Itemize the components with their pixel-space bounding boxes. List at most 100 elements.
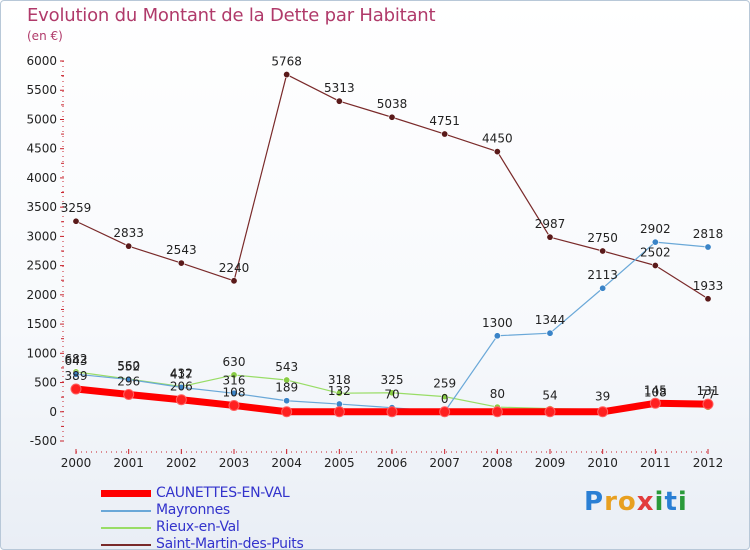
data-label: 2833 <box>113 226 144 240</box>
data-label: 630 <box>223 355 246 369</box>
data-point <box>283 376 291 384</box>
data-label: 108 <box>223 385 246 399</box>
data-point <box>70 383 82 395</box>
data-point <box>175 394 187 406</box>
data-label: 132 <box>328 384 351 398</box>
legend-label: CAUNETTES-EN-VAL <box>156 485 290 501</box>
data-label: 189 <box>275 381 298 395</box>
x-tick-label: 2004 <box>271 456 302 470</box>
data-point <box>388 389 396 397</box>
logo-letter: o <box>617 487 637 517</box>
data-label: 131 <box>697 384 720 398</box>
data-label: 2818 <box>693 227 724 241</box>
data-label: 5313 <box>324 81 355 95</box>
proxiti-logo: Proxiti <box>584 487 688 517</box>
data-label: 2902 <box>640 222 671 236</box>
data-point <box>546 233 554 241</box>
data-label: 318 <box>328 373 351 387</box>
data-label: 432 <box>170 367 193 381</box>
data-label: 2543 <box>166 243 197 257</box>
data-label: 1344 <box>535 313 566 327</box>
data-point <box>283 71 291 79</box>
data-label: 417 <box>170 367 193 381</box>
y-tick-label: 5500 <box>26 83 57 97</box>
logo-letter: P <box>584 487 605 517</box>
data-label: 1300 <box>482 316 513 330</box>
data-point <box>333 406 345 418</box>
data-label: 259 <box>433 377 456 391</box>
x-tick-label: 2005 <box>324 456 355 470</box>
data-label: 4751 <box>429 114 460 128</box>
data-point <box>335 389 343 397</box>
data-point <box>704 295 712 303</box>
data-label: 682 <box>65 352 88 366</box>
legend-swatch <box>101 544 151 546</box>
data-label: 108 <box>644 385 667 399</box>
x-tick-label: 2006 <box>377 456 408 470</box>
y-tick-label: 6000 <box>26 54 57 68</box>
data-label: 80 <box>490 387 505 401</box>
x-tick-label: 2009 <box>535 456 566 470</box>
data-label: 543 <box>275 360 298 374</box>
data-point <box>546 329 554 337</box>
y-tick-label: 500 <box>34 376 57 390</box>
legend-label: Rieux-en-Val <box>156 519 240 535</box>
x-tick-label: 2002 <box>166 456 197 470</box>
x-tick-label: 2001 <box>113 456 144 470</box>
data-point <box>125 242 133 250</box>
data-point <box>493 332 501 340</box>
data-label: 145 <box>644 383 667 397</box>
data-label: 2113 <box>587 268 618 282</box>
legend-swatch <box>101 527 151 529</box>
legend-swatch <box>101 490 151 497</box>
data-point <box>651 261 659 269</box>
chart-title: Evolution du Montant de la Dette par Hab… <box>27 5 436 26</box>
y-tick-label: 4500 <box>26 142 57 156</box>
data-point <box>439 406 451 418</box>
x-tick-label: 2007 <box>429 456 460 470</box>
data-point <box>177 383 185 391</box>
x-tick-label: 2011 <box>640 456 671 470</box>
data-label: 560 <box>117 359 140 373</box>
logo-letter: i <box>677 487 688 517</box>
y-tick-label: 2000 <box>26 288 57 302</box>
data-point <box>230 277 238 285</box>
data-label: 2987 <box>535 217 566 231</box>
data-label: 389 <box>65 369 88 383</box>
data-label: 70 <box>384 388 399 402</box>
data-point <box>651 238 659 246</box>
data-label: 325 <box>381 373 404 387</box>
data-point <box>597 406 609 418</box>
data-point <box>649 397 661 409</box>
data-point <box>123 388 135 400</box>
data-point <box>388 113 396 121</box>
y-tick-label: 3000 <box>26 229 57 243</box>
y-tick-label: 0 <box>49 405 57 419</box>
data-point <box>283 397 291 405</box>
chart-subtitle: (en €) <box>27 29 63 43</box>
data-point <box>544 406 556 418</box>
y-tick-label: 2500 <box>26 259 57 273</box>
data-label: 2240 <box>219 261 250 275</box>
data-label: 77 <box>700 387 715 401</box>
x-tick-label: 2010 <box>587 456 618 470</box>
logo-letter: x <box>636 487 655 517</box>
data-point <box>491 406 503 418</box>
data-point <box>228 399 240 411</box>
data-label: 5768 <box>271 55 302 69</box>
legend-swatch <box>101 510 151 512</box>
data-point <box>599 247 607 255</box>
data-point <box>386 406 398 418</box>
legend-label: Mayronnes <box>156 502 230 518</box>
data-point <box>72 217 80 225</box>
data-point <box>704 243 712 251</box>
data-point <box>441 130 449 138</box>
data-point <box>493 148 501 156</box>
data-label: 5038 <box>377 97 408 111</box>
legend-label: Saint-Martin-des-Puits <box>156 536 304 550</box>
y-tick-label: -500 <box>30 434 57 448</box>
data-label: 316 <box>223 373 246 387</box>
data-point <box>177 259 185 267</box>
data-label: 643 <box>65 354 88 368</box>
